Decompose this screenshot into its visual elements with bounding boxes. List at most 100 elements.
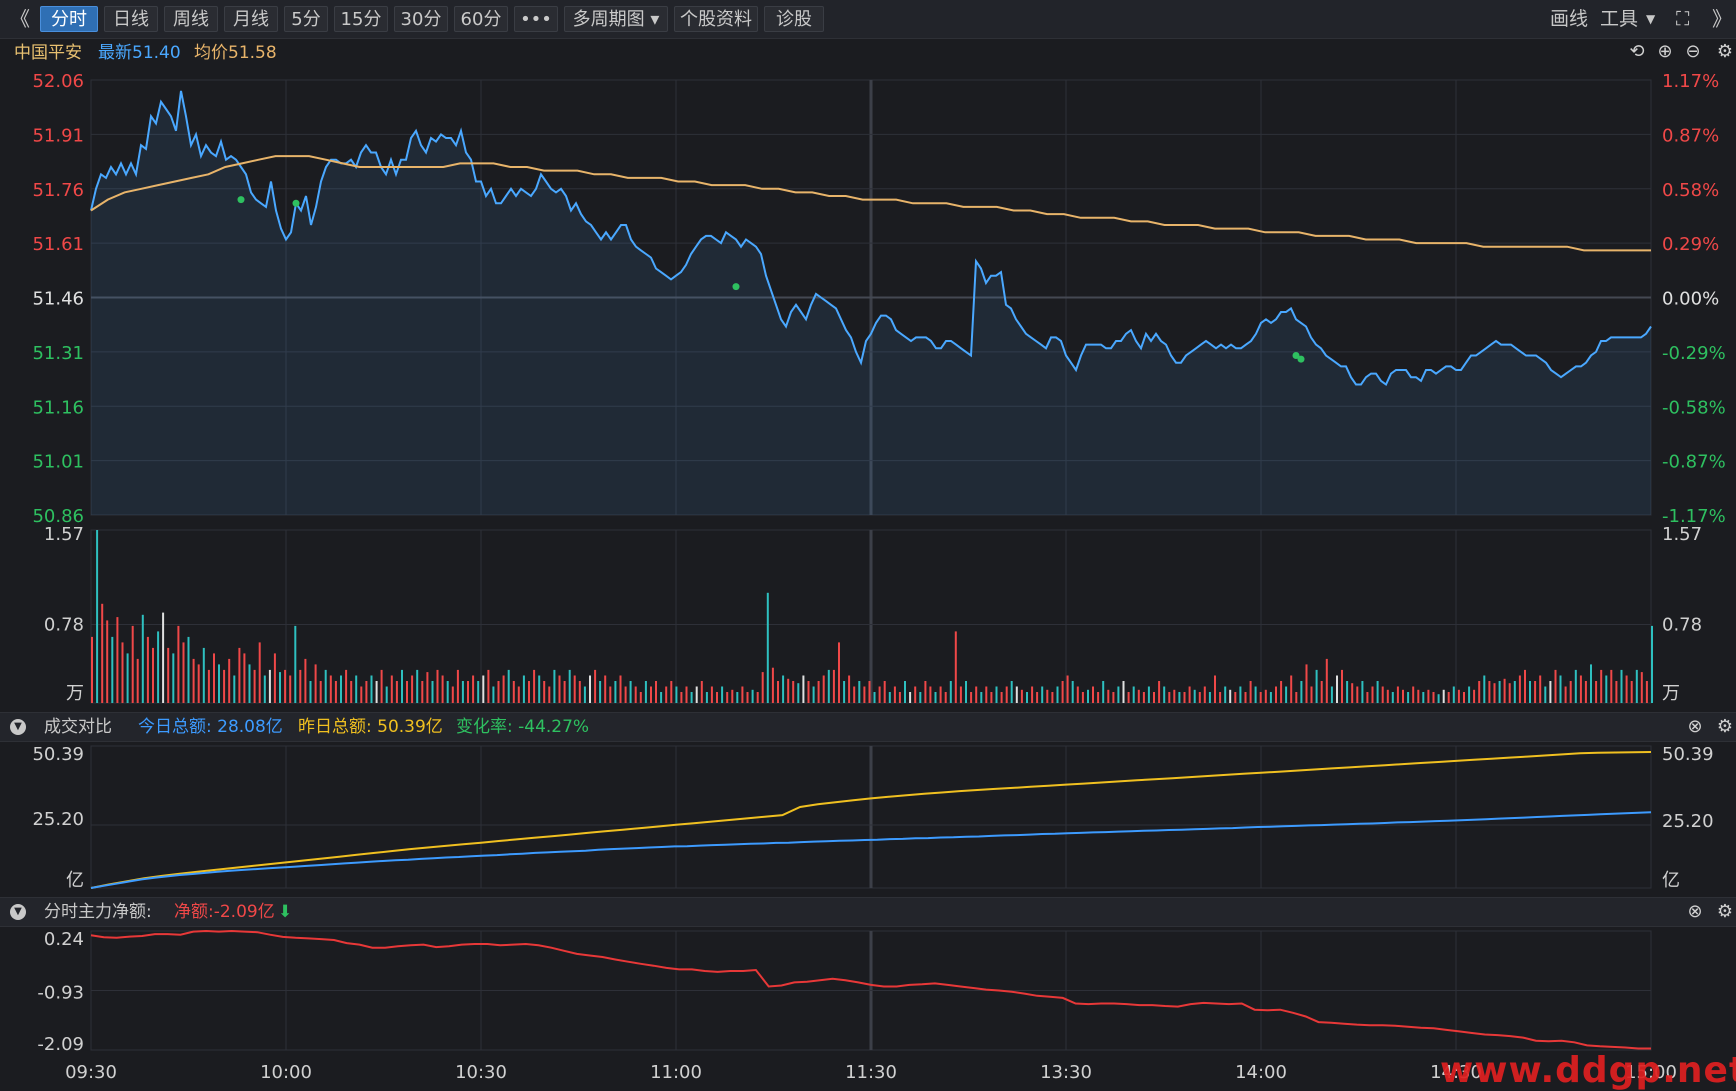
volume-bar xyxy=(1468,686,1471,703)
volume-bar xyxy=(655,681,657,703)
volume-bar xyxy=(1219,692,1222,703)
tools-dropdown-icon[interactable]: ▼ xyxy=(1646,12,1656,26)
tab-9[interactable]: 多周期图 ▾ xyxy=(564,6,668,32)
change-rate: 变化率: -44.27% xyxy=(456,717,590,737)
volume-bar xyxy=(1381,686,1384,703)
close-net-icon[interactable]: ⊗ xyxy=(1687,901,1703,922)
signal-dot xyxy=(732,283,740,291)
volume-bar xyxy=(777,681,779,703)
signal-dot xyxy=(1292,352,1300,359)
time-label: 15:00 xyxy=(1625,1062,1677,1083)
tab-1[interactable]: 日线 xyxy=(104,6,158,32)
collapse-compare-icon[interactable]: ▼ xyxy=(10,719,26,735)
net-panel-header: ▼ 分时主力净额: 净额:-2.09亿 ⬇ ⊗ ⚙ xyxy=(0,897,1736,927)
volume-bar xyxy=(685,686,688,703)
collapse-right-icon[interactable]: 》 xyxy=(1712,7,1732,31)
volume-bars xyxy=(91,530,1653,703)
tab-10[interactable]: 个股资料 xyxy=(674,6,758,32)
volume-bar xyxy=(441,675,444,703)
volume-bar xyxy=(401,669,403,703)
volume-bar xyxy=(1010,681,1013,703)
undo-icon[interactable]: ⟲ xyxy=(1629,41,1645,62)
volume-bar xyxy=(1508,683,1511,703)
volume-bar xyxy=(700,681,703,703)
volume-bar xyxy=(1066,675,1069,703)
volume-bar xyxy=(944,692,947,703)
volume-bar xyxy=(1020,689,1023,703)
volume-bar xyxy=(365,681,368,703)
zoom-out-icon[interactable]: ⊖ xyxy=(1685,41,1701,62)
volume-bar xyxy=(456,669,459,703)
volume-bar xyxy=(1026,692,1028,703)
volume-bar xyxy=(710,686,713,703)
collapse-net-icon[interactable]: ▼ xyxy=(10,904,26,920)
tab-0[interactable]: 分时 xyxy=(40,6,98,32)
volume-bar xyxy=(1056,686,1059,703)
volume-bar xyxy=(1361,681,1364,703)
tab-8[interactable]: ••• xyxy=(514,6,558,32)
volume-bar xyxy=(1605,675,1608,703)
volume-bar xyxy=(624,686,627,703)
volume-bar xyxy=(167,647,170,703)
volume-bar xyxy=(1336,675,1338,703)
tab-6[interactable]: 30分 xyxy=(394,6,448,32)
volume-bar xyxy=(385,686,388,703)
stock-info-bar: 中国平安 最新51.40 均价51.58 xyxy=(0,39,1736,67)
volume-bar xyxy=(218,664,220,703)
volume-bar xyxy=(604,675,607,703)
volume-bar xyxy=(1305,664,1308,703)
collapse-left-icon[interactable]: 《 xyxy=(10,7,30,31)
volume-bar xyxy=(843,681,846,703)
volume-bar xyxy=(1269,692,1272,703)
volume-bar xyxy=(644,681,647,703)
tools-menu[interactable]: 工具 xyxy=(1600,8,1639,30)
draw-line-menu[interactable]: 画线 xyxy=(1550,8,1589,30)
volume-bar xyxy=(1600,669,1603,703)
volume-bar xyxy=(340,675,342,703)
volume-bar xyxy=(436,669,439,703)
volume-bar xyxy=(1046,689,1049,703)
volume-bar xyxy=(1346,681,1349,703)
volume-bar xyxy=(919,692,922,703)
volume-bar xyxy=(304,658,307,703)
tab-4[interactable]: 5分 xyxy=(284,6,328,32)
price-label: 51.61 xyxy=(32,234,84,255)
volume-bar xyxy=(329,675,332,703)
volume-bar xyxy=(1584,681,1587,703)
volume-bar xyxy=(949,681,952,703)
pct-label: -0.58% xyxy=(1662,397,1726,418)
volume-bar xyxy=(106,620,109,703)
compare-settings-icon[interactable]: ⚙ xyxy=(1716,716,1734,737)
settings-icon[interactable]: ⚙ xyxy=(1716,41,1734,62)
volume-bar xyxy=(1463,692,1465,703)
volume-bar xyxy=(1483,675,1486,703)
volume-bar xyxy=(213,653,215,703)
tab-7[interactable]: 60分 xyxy=(454,6,508,32)
volume-bar xyxy=(1224,686,1227,703)
volume-bar xyxy=(1239,686,1242,703)
tab-11[interactable]: 诊股 xyxy=(764,6,824,32)
tab-3[interactable]: 月线 xyxy=(224,6,278,32)
volume-bar xyxy=(1310,686,1313,703)
volume-bar xyxy=(1132,686,1135,703)
amount-label: 50.39 xyxy=(32,744,84,765)
tab-2[interactable]: 周线 xyxy=(164,6,218,32)
volume-bar xyxy=(1366,692,1369,703)
net-settings-icon[interactable]: ⚙ xyxy=(1716,901,1734,922)
close-compare-icon[interactable]: ⊗ xyxy=(1687,716,1703,737)
tab-5[interactable]: 15分 xyxy=(334,6,388,32)
volume-bar xyxy=(995,686,998,703)
volume-bar xyxy=(817,681,820,703)
volume-bar xyxy=(1473,689,1476,703)
pct-label: 0.00% xyxy=(1662,289,1719,310)
vol-label: 1.57 xyxy=(1662,524,1702,545)
zoom-in-icon[interactable]: ⊕ xyxy=(1657,41,1673,62)
volume-bar xyxy=(1569,681,1572,703)
volume-bar xyxy=(350,681,353,703)
volume-bar xyxy=(858,681,861,703)
volume-bar xyxy=(477,681,480,703)
fullscreen-icon[interactable]: ⛶ xyxy=(1676,8,1690,30)
volume-bar xyxy=(1386,689,1389,703)
volume-bar xyxy=(522,675,525,703)
